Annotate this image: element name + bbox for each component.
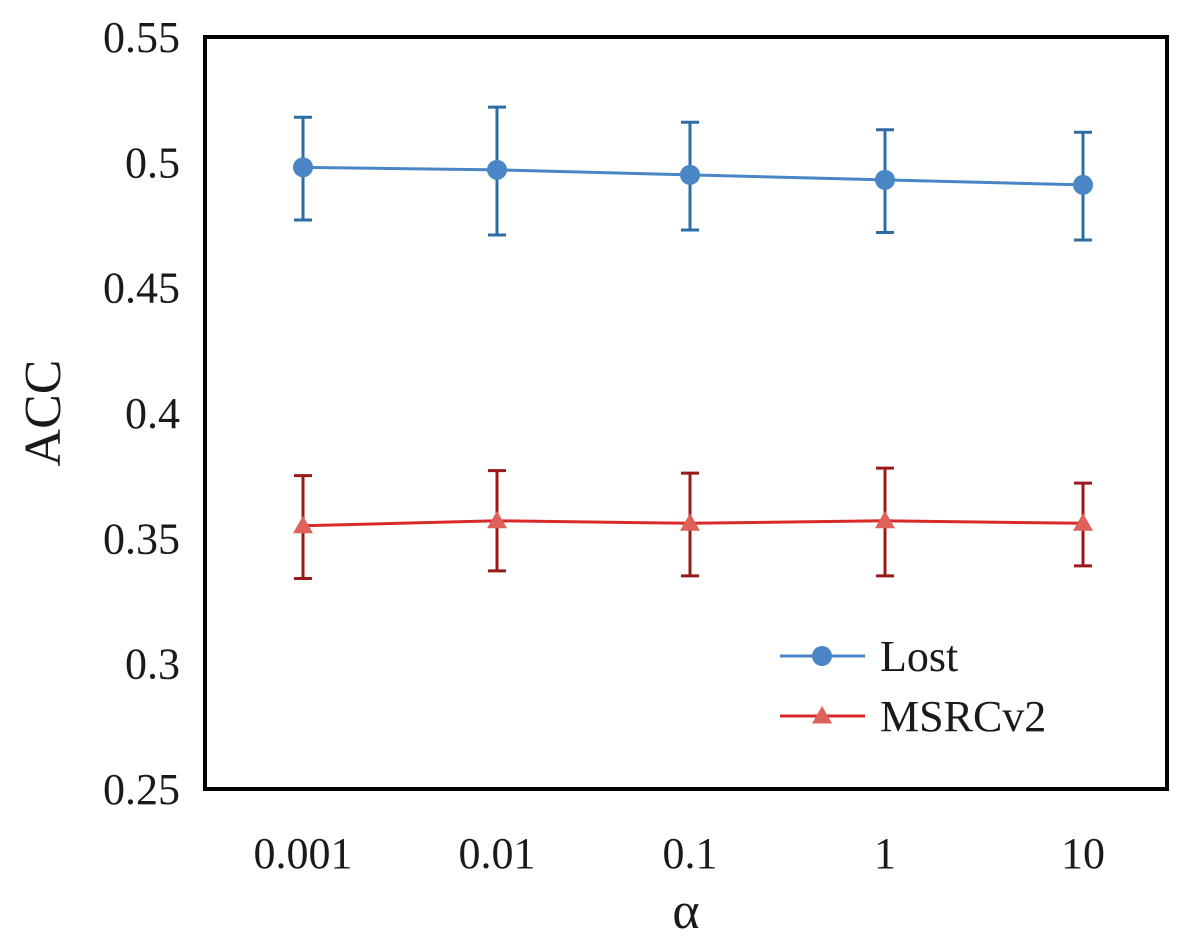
x-tick-label: 0.001 <box>254 829 353 878</box>
series-lost <box>293 105 1093 242</box>
legend-item: MSRCv2 <box>780 692 1046 741</box>
legend: Lost MSRCv2 <box>780 632 1046 741</box>
legend-label: Lost <box>880 632 958 681</box>
legend-label: MSRCv2 <box>880 692 1046 741</box>
legend-marker <box>812 706 832 724</box>
data-point <box>875 510 895 529</box>
y-tick-label: 0.4 <box>125 389 180 438</box>
x-axis-title: α <box>672 883 699 940</box>
x-tick-label: 0.01 <box>459 829 536 878</box>
y-tick-label: 0.55 <box>103 13 180 62</box>
data-point <box>875 169 895 190</box>
x-tick-label: 0.1 <box>663 829 718 878</box>
y-tick-label: 0.3 <box>125 640 180 689</box>
data-point <box>680 513 700 531</box>
data-point <box>293 157 313 178</box>
data-point <box>1073 174 1093 195</box>
x-tick-label: 1 <box>874 829 896 878</box>
y-tick-label: 0.45 <box>103 264 180 313</box>
plot-frame <box>203 35 1169 791</box>
y-axis: 0.25 0.3 0.35 0.4 0.45 0.5 0.55 <box>103 13 180 814</box>
data-point <box>293 515 313 534</box>
x-tick-label: 10 <box>1061 829 1105 878</box>
data-point <box>487 159 507 180</box>
data-point <box>680 164 700 185</box>
series-layer <box>293 105 1093 580</box>
y-axis-title: ACC <box>15 360 72 467</box>
series-msrcv2 <box>293 466 1093 580</box>
x-axis: 0.001 0.01 0.1 1 10 <box>254 829 1106 878</box>
data-point <box>487 510 507 529</box>
y-tick-label: 0.35 <box>103 514 180 563</box>
data-point <box>1073 513 1093 531</box>
legend-item: Lost <box>780 632 958 681</box>
y-tick-label: 0.5 <box>125 138 180 187</box>
legend-marker <box>812 646 832 666</box>
y-tick-label: 0.25 <box>103 765 180 814</box>
